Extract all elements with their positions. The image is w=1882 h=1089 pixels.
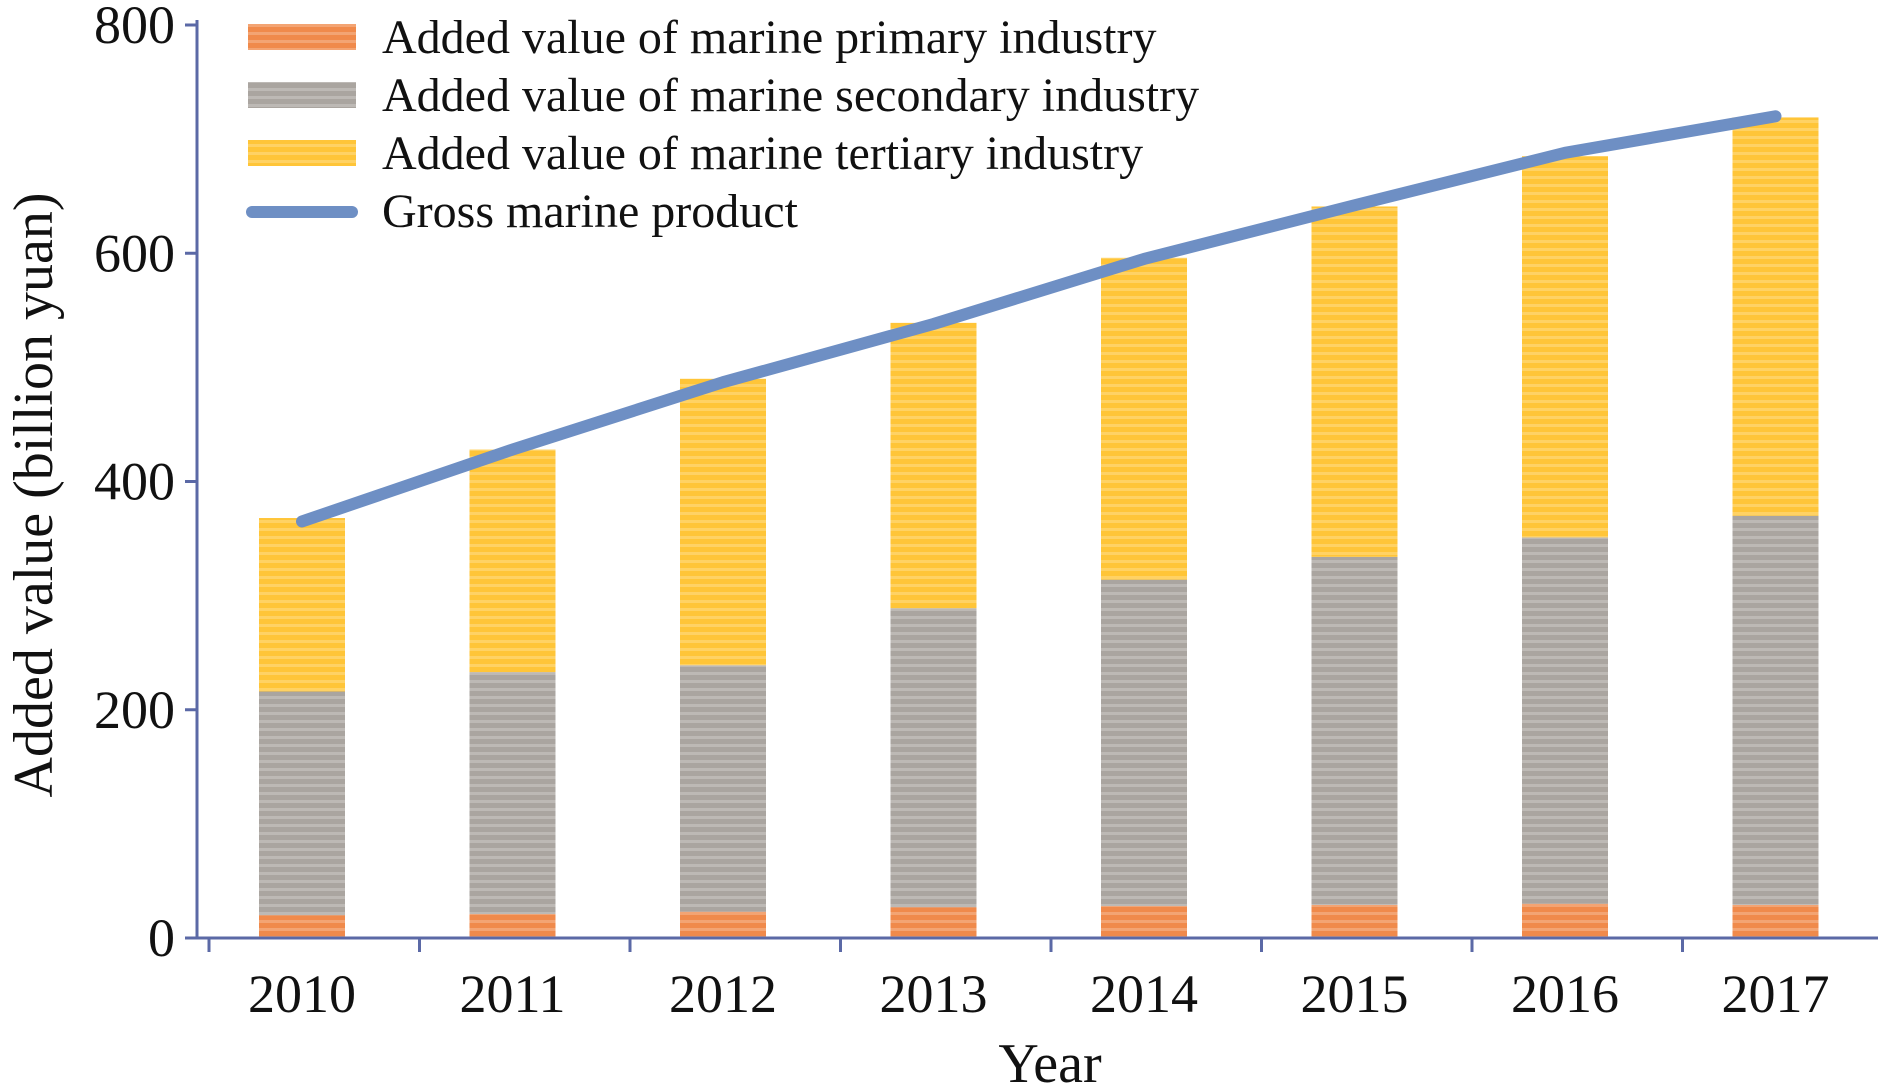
- axis-titles: Year Added value (billion yuan): [3, 193, 1102, 1089]
- plot-area: [259, 110, 1819, 938]
- bar-segment-texture: [1311, 556, 1398, 905]
- bar-segment-texture: [680, 665, 766, 912]
- x-tick-label-2014: 2014: [1090, 964, 1198, 1024]
- bar-segment-texture: [469, 914, 556, 938]
- bar-segment-texture: [890, 907, 977, 938]
- y-tick-label: 0: [148, 908, 175, 968]
- bar-segment-texture: [1101, 906, 1187, 938]
- legend: Added value of marine primary industryAd…: [246, 11, 1199, 238]
- bar-segment-texture: [259, 691, 345, 916]
- y-axis-title: Added value (billion yuan): [3, 193, 65, 798]
- legend-swatch-texture: [248, 24, 356, 50]
- axes: 0 200 400 600 800 2010 2011 2012 2013 2014 2015 201…: [94, 0, 1878, 1024]
- legend-label-2: Added value of marine tertiary industry: [382, 127, 1143, 180]
- bar-segment-texture: [1311, 206, 1398, 557]
- bar-segment-texture: [890, 322, 977, 609]
- legend-swatch-texture: [248, 82, 356, 108]
- y-tick-label: 400: [94, 452, 175, 512]
- x-tick-label-2013: 2013: [880, 964, 988, 1024]
- legend-label-1: Added value of marine secondary industry: [382, 69, 1199, 122]
- bar-segment-texture: [1522, 156, 1608, 538]
- bar-segment-texture: [1522, 537, 1608, 904]
- bar-segment-texture: [1101, 257, 1187, 580]
- bar-segment-texture: [469, 672, 556, 915]
- x-tick-label-2012: 2012: [669, 964, 777, 1024]
- bar-segment-texture: [1732, 117, 1819, 516]
- bar-segment-texture: [1101, 579, 1187, 907]
- x-tick-label-2015: 2015: [1301, 964, 1409, 1024]
- bar-segment-texture: [259, 518, 345, 692]
- bar-segment-texture: [680, 911, 766, 938]
- bar-segment-texture: [469, 449, 556, 673]
- bar-segment-texture: [890, 608, 977, 908]
- x-tick-label-2010: 2010: [248, 964, 356, 1024]
- legend-swatch-texture: [248, 140, 356, 166]
- bar-segment-texture: [1732, 904, 1819, 938]
- series-line-gross-marine-product: [296, 110, 1782, 528]
- y-tick-label: 200: [94, 680, 175, 740]
- legend-label-3: Gross marine product: [382, 185, 799, 238]
- y-tick-label: 800: [94, 0, 175, 55]
- x-tick-label-2011: 2011: [460, 964, 566, 1024]
- bar-segment-texture: [1311, 904, 1398, 938]
- bar-segment-texture: [1732, 515, 1819, 905]
- x-tick-label-2016: 2016: [1511, 964, 1619, 1024]
- legend-label-0: Added value of marine primary industry: [382, 11, 1156, 64]
- bar-segment-texture: [680, 378, 766, 666]
- y-tick-label: 600: [94, 223, 175, 283]
- x-tick-label-2017: 2017: [1722, 964, 1830, 1024]
- bar-segment-texture: [1522, 903, 1608, 938]
- bar-segment-texture: [259, 915, 345, 938]
- x-axis-title: Year: [998, 1033, 1102, 1089]
